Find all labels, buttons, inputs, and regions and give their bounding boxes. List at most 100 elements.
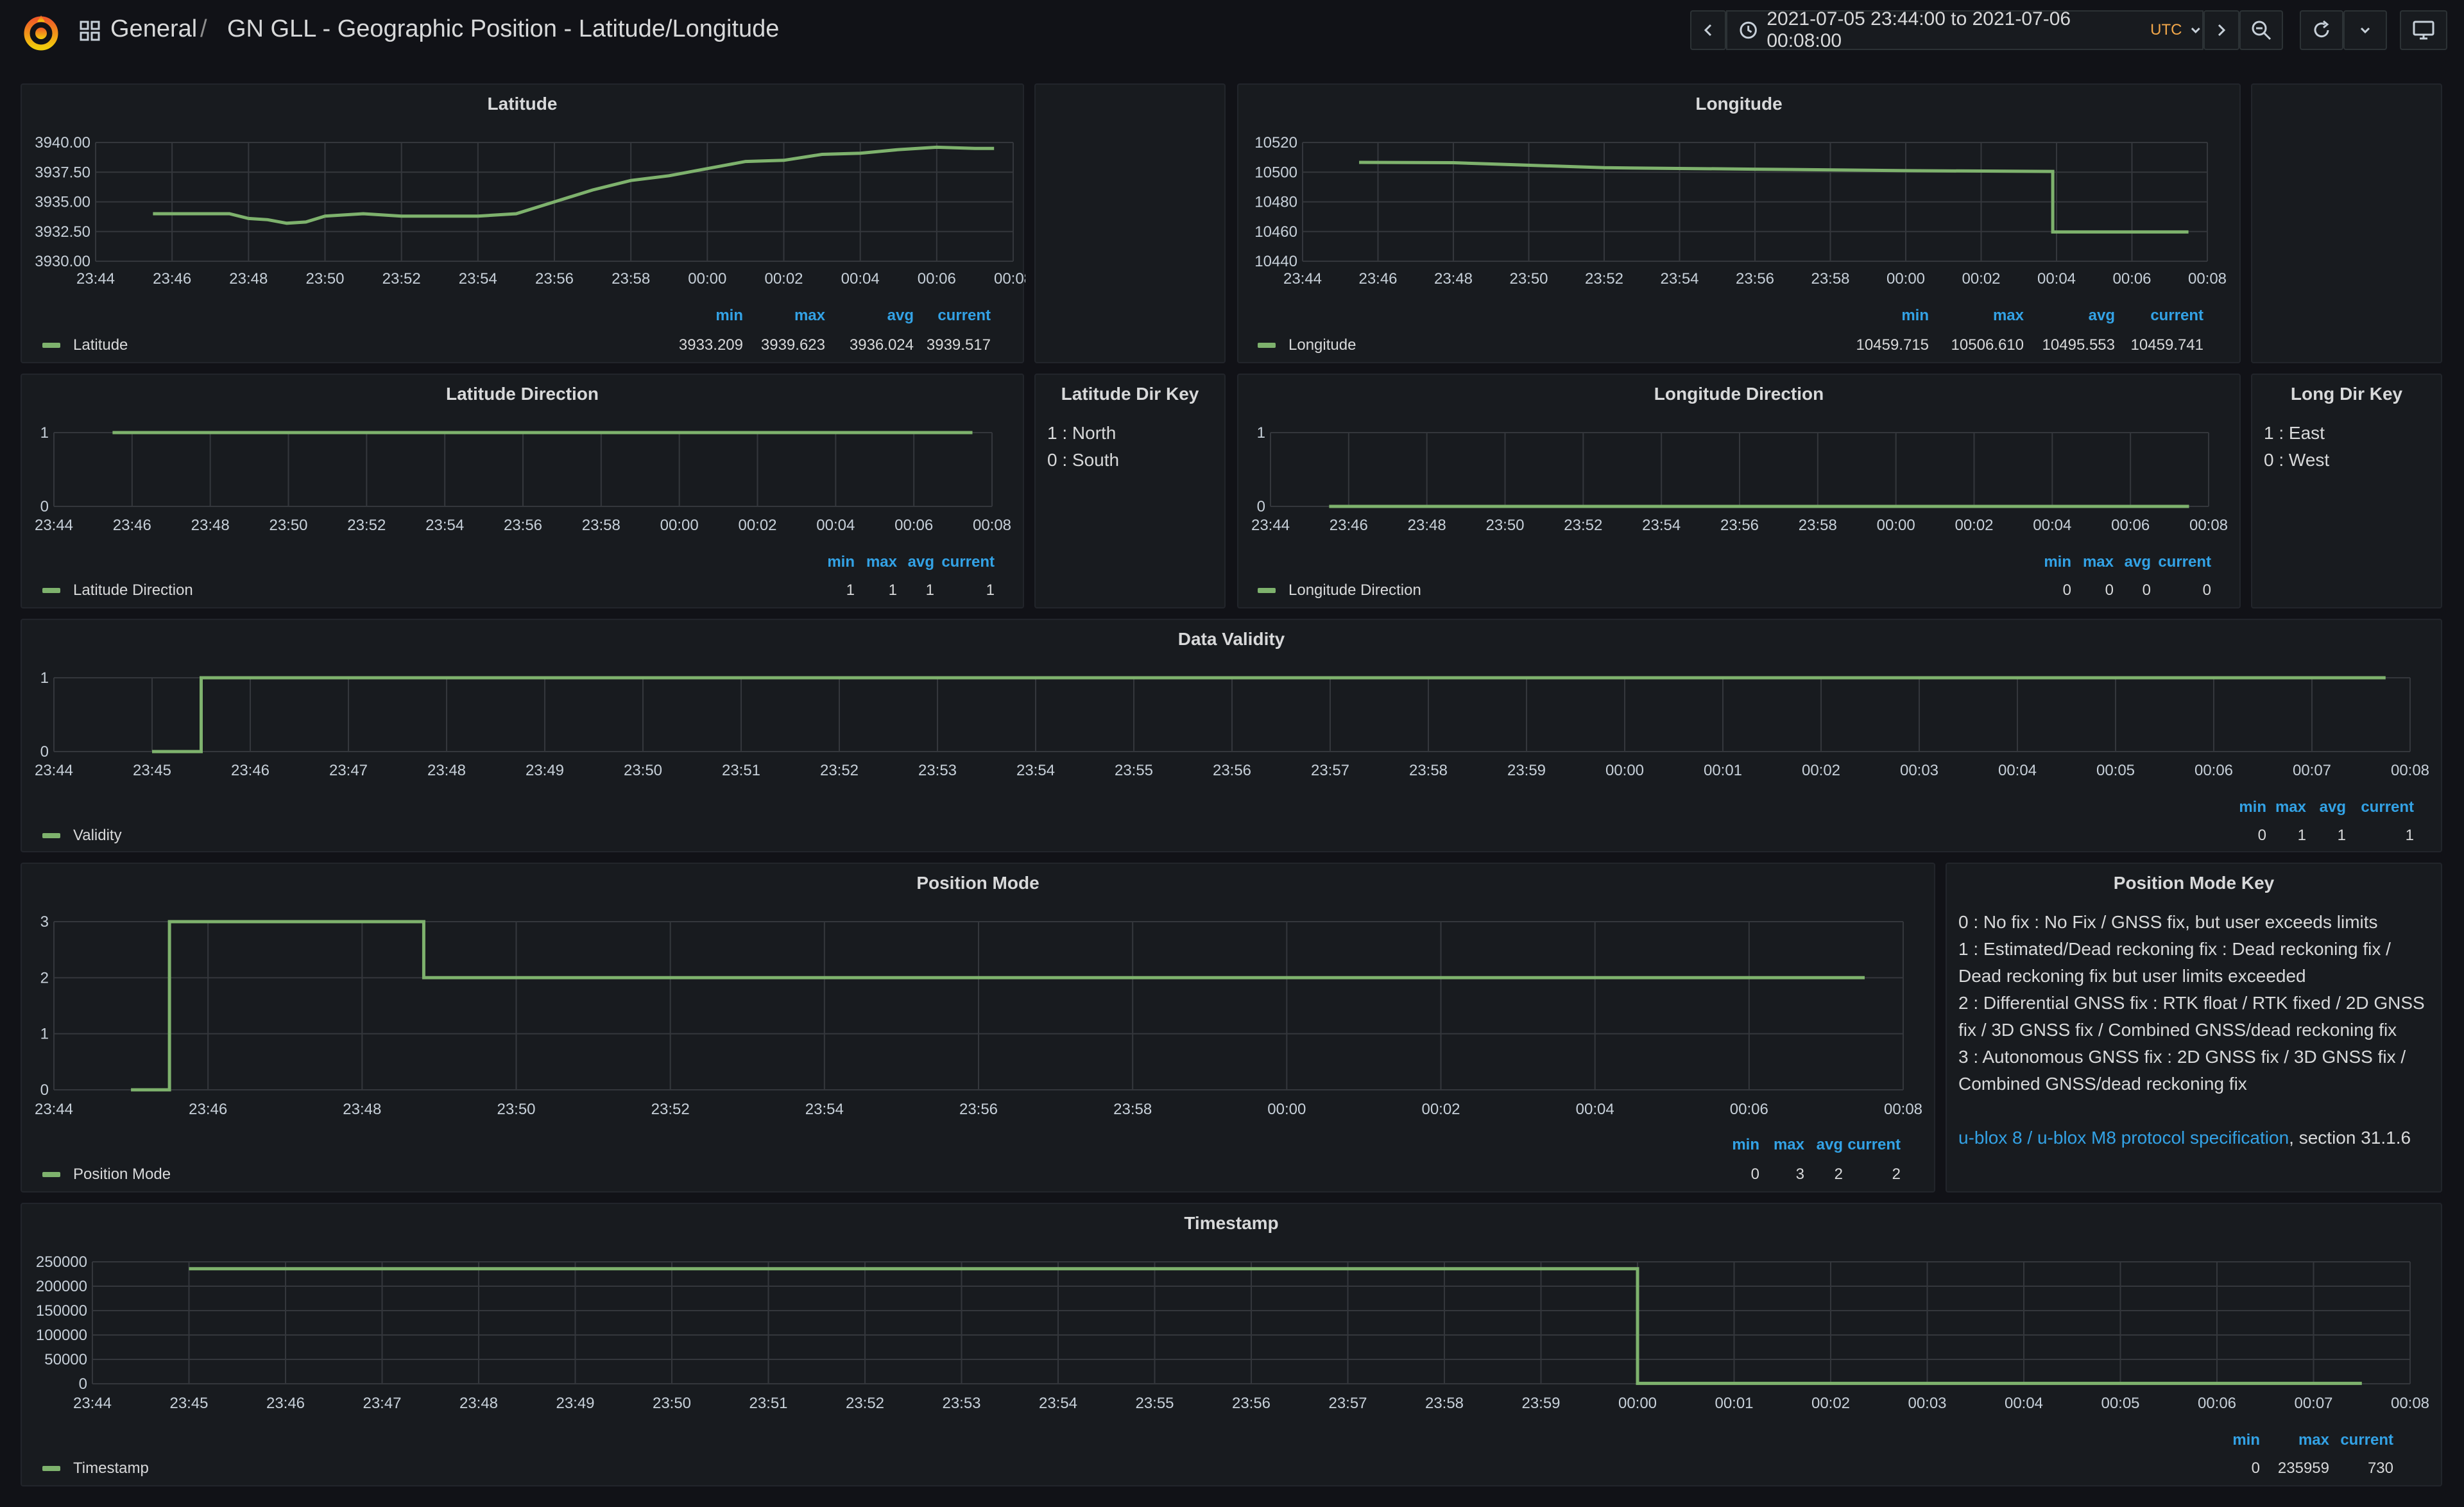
legend-header-avg[interactable]: avg [907,553,934,571]
legend-series-name[interactable]: Position Mode [73,1166,171,1183]
panel-title[interactable]: Position Mode [916,873,1040,893]
panel-title[interactable]: Position Mode Key [2113,873,2275,893]
legend-header-max[interactable]: max [2275,798,2306,816]
x-tick-label: 23:46 [113,517,151,534]
legend-swatch [42,343,60,348]
legend-series-name[interactable]: Validity [73,827,122,844]
x-tick-label: 23:48 [459,1395,498,1412]
panel-data-validity[interactable]: Data Validity 23:44 23:45 23:46 23:47 23:48 2… [21,619,2442,852]
legend-header-current[interactable]: current [2150,307,2203,324]
panel-position-mode-key: Position Mode Key 0 : No fix : No Fix / … [1946,863,2442,1193]
legend-header-current[interactable]: current [1847,1136,1901,1153]
panel-title[interactable]: Long Dir Key [2290,384,2403,404]
longitude-chart[interactable]: 23:44 23:46 23:48 23:50 23:52 23:54 23:56 23:58… [1238,85,2242,365]
legend-header-min[interactable]: min [2232,1431,2260,1449]
legend-series-name[interactable]: Longitude [1288,336,1356,354]
panel-title[interactable]: Data Validity [1177,629,1285,649]
x-tick-label: 23:52 [347,517,386,534]
legend-header-max[interactable]: max [1992,307,2024,324]
x-tick-label: 23:46 [1358,270,1397,288]
key-line: Dead reckoning fix but user limits excee… [1958,966,2306,986]
x-tick-label: 23:50 [653,1395,691,1412]
legend-header-current[interactable]: current [937,307,991,324]
legend-header-avg[interactable]: avg [1816,1136,1843,1153]
series-line[interactable] [153,145,995,225]
latitude-chart[interactable]: 23:44 23:46 23:48 23:50 23:52 23:54 23:56 23:58… [22,85,1025,365]
panel-title[interactable]: Longitude Direction [1654,384,1824,404]
series-line[interactable] [152,676,2386,754]
legend-swatch [42,1466,60,1471]
validity-chart[interactable]: 23:44 23:45 23:46 23:47 23:48 23:49 23:50 23:51… [22,620,2443,854]
legend-header-min[interactable]: min [2044,553,2071,571]
legend-header-min[interactable]: min [715,307,743,324]
zoom-out-button[interactable] [2239,10,2283,50]
legend-header-min[interactable]: min [1901,307,1929,324]
panel-title[interactable]: Latitude Dir Key [1061,384,1199,404]
x-tick-label: 23:49 [556,1395,594,1412]
grafana-logo-icon[interactable] [22,13,60,51]
x-tick-label: 23:54 [459,270,497,288]
series-line[interactable] [1359,160,2189,234]
protocol-spec-link[interactable]: u-blox 8 / u-blox M8 protocol specificat… [1958,1128,2289,1148]
panel-title[interactable]: Latitude Direction [445,384,599,404]
legend-series-name[interactable]: Latitude [73,336,128,354]
position-mode-chart[interactable]: 23:44 23:46 23:48 23:50 23:52 23:54 23:56 23:58… [22,864,1937,1194]
legend-header-min[interactable]: min [827,553,855,571]
panel-latitude-direction[interactable]: Latitude Direction 23:44 23:46 23:48 23:50 2… [21,374,1024,608]
legend-header-max[interactable]: max [1773,1136,1804,1153]
legend-header-max[interactable]: max [794,307,825,324]
longitude-direction-chart[interactable]: 23:44 23:46 23:48 23:50 23:52 23:54 23:56 23:58… [1238,375,2242,610]
legend-header-current[interactable]: current [941,553,995,571]
refresh-button[interactable] [2300,10,2343,50]
tv-mode-button[interactable] [2400,10,2447,50]
timestamp-chart[interactable]: 23:44 23:45 23:46 23:47 23:48 23:49 23:50 23:51… [22,1204,2443,1488]
apps-grid-icon[interactable] [80,21,100,41]
legend-header-min[interactable]: min [1732,1136,1759,1153]
y-tick-label: 1 [40,669,49,687]
panel-position-mode[interactable]: Position Mode 23:44 23:46 23:48 23:50 23:52 2… [21,863,1935,1193]
legend-header-current[interactable]: current [2361,798,2414,816]
legend-header-avg[interactable]: avg [2319,798,2346,816]
legend-header-max[interactable]: max [866,553,897,571]
x-tick-label: 23:58 [1113,1101,1152,1118]
legend-value-max: 235959 [2277,1460,2329,1477]
legend-header-current[interactable]: current [2158,553,2211,571]
legend-series-name[interactable]: Timestamp [73,1460,149,1477]
panel-latitude[interactable]: Latitude 23:44 23:46 23:48 23:50 23:52 23:54 2… [21,83,1025,365]
legend-header-avg[interactable]: avg [2088,307,2115,324]
x-tick-label: 00:06 [2111,517,2150,534]
legend-header-min[interactable]: min [2239,798,2266,816]
legend-header-avg[interactable]: avg [2124,553,2151,571]
legend-header-max[interactable]: max [2082,553,2114,571]
panel-timestamp[interactable]: Timestamp 23:44 23:45 23:46 23:47 23:48 23:49… [21,1203,2442,1486]
x-tick-label: 00:04 [1998,762,2037,779]
panel-empty-1 [1034,83,1226,363]
x-tick-label: 00:00 [688,270,726,288]
panel-title[interactable]: Timestamp [1184,1213,1279,1233]
series-line[interactable] [131,920,1865,1092]
key-line: 0 : South [1047,450,1120,470]
x-tick-label: 00:07 [2294,1395,2332,1412]
legend-series-name[interactable]: Longitude Direction [1288,581,1421,599]
panel-title[interactable]: Latitude [487,94,558,114]
panel-title[interactable]: Longitude [1695,94,1783,114]
refresh-interval-dropdown[interactable] [2343,10,2387,50]
panel-longitude[interactable]: Longitude 23:44 23:46 23:48 23:50 23:52 23:54… [1237,83,2241,363]
dashboard-title[interactable]: GN GLL - Geographic Position - Latitude/… [227,15,780,42]
time-range-picker[interactable]: 2021-07-05 23:44:00 to 2021-07-06 00:08:… [1726,8,2203,51]
time-range-back-button[interactable] [1690,10,1726,50]
x-tick-label: 00:02 [1962,270,2000,288]
legend-series-name[interactable]: Latitude Direction [73,581,193,599]
time-range-forward-button[interactable] [2203,10,2239,50]
tv-mode-icon [2413,21,2434,40]
panel-longitude-direction[interactable]: Longitude Direction 23:44 23:46 23:48 23:50… [1237,374,2241,608]
latitude-direction-chart[interactable]: 23:44 23:46 23:48 23:50 23:52 23:54 23:56 23:58… [22,375,1025,610]
breadcrumb-folder[interactable]: General [110,15,198,42]
legend-header-max[interactable]: max [2298,1431,2329,1449]
x-tick-label: 23:58 [1811,270,1849,288]
legend-header-avg[interactable]: avg [887,307,914,324]
top-navbar: General / GN GLL - Geographic Position -… [0,0,2464,64]
x-tick-label: 23:46 [189,1101,227,1118]
series-line[interactable] [189,1267,2362,1385]
legend-header-current[interactable]: current [2340,1431,2393,1449]
